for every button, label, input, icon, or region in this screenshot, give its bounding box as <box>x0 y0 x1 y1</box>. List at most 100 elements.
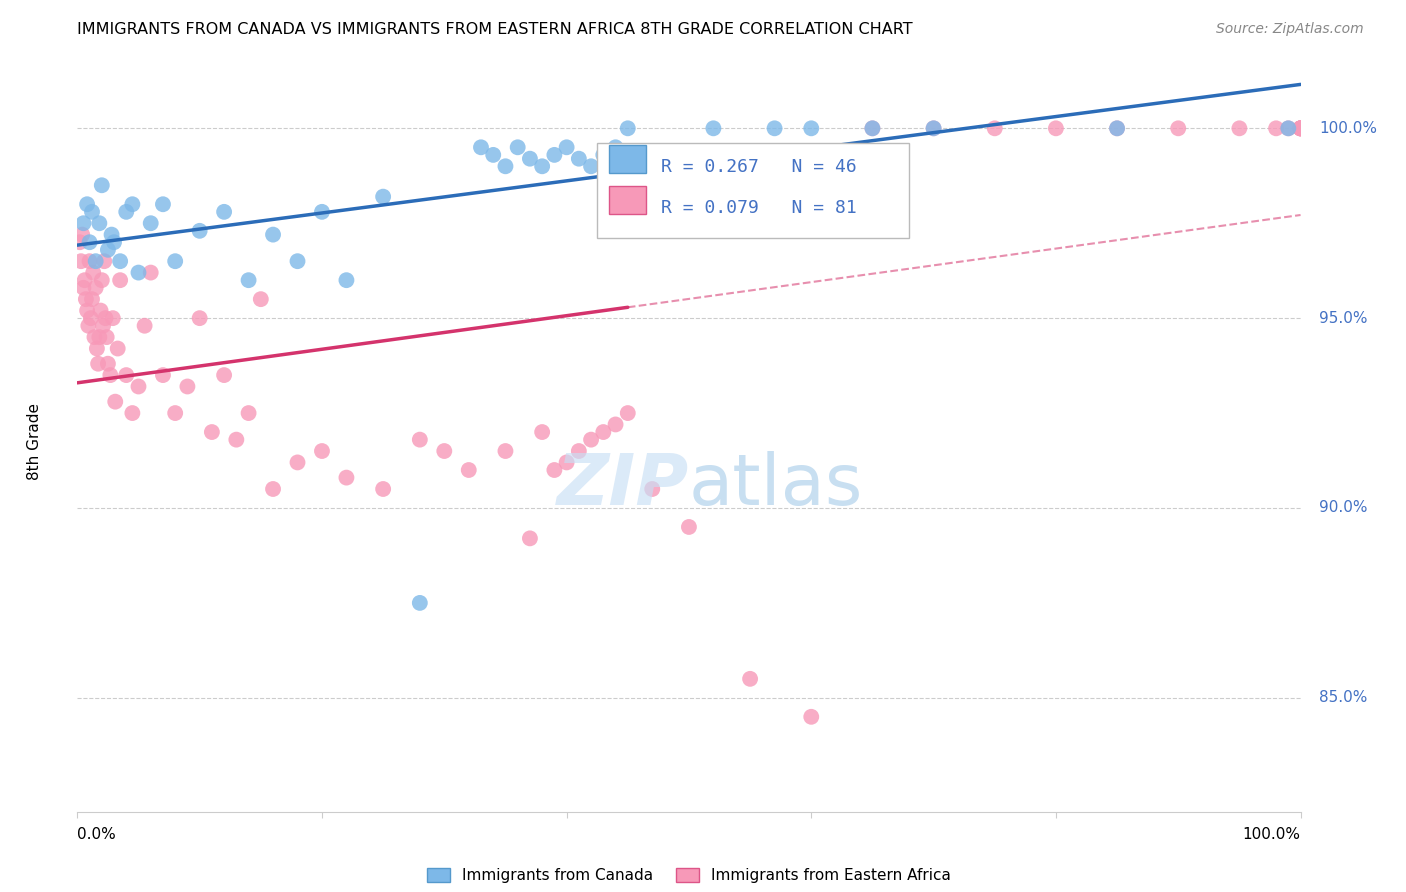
Point <box>152 197 174 211</box>
Point <box>127 379 149 393</box>
Point <box>165 406 187 420</box>
Point <box>115 204 138 219</box>
Text: 100.0%: 100.0% <box>1319 120 1376 136</box>
Point <box>139 266 162 280</box>
Point <box>104 394 127 409</box>
Point <box>152 368 174 383</box>
Point <box>335 273 357 287</box>
Text: atlas: atlas <box>689 451 863 520</box>
Point <box>605 417 627 432</box>
Point <box>84 254 107 268</box>
Point <box>922 121 945 136</box>
Point <box>89 216 111 230</box>
Point <box>592 425 614 439</box>
Point <box>79 235 101 250</box>
Point <box>103 235 125 250</box>
Point <box>100 227 122 242</box>
Point <box>127 266 149 280</box>
Point <box>409 596 432 610</box>
Point <box>1289 121 1312 136</box>
Bar <box>609 145 647 173</box>
Point <box>409 433 432 447</box>
Point <box>225 433 247 447</box>
Point <box>82 266 104 280</box>
Text: 100.0%: 100.0% <box>1243 827 1301 842</box>
Point <box>115 368 138 383</box>
Point <box>94 311 117 326</box>
Point <box>702 121 724 136</box>
Point <box>311 204 333 219</box>
Point <box>121 197 143 211</box>
Point <box>101 311 124 326</box>
Point <box>176 379 198 393</box>
Point <box>800 710 823 724</box>
Point <box>262 482 284 496</box>
Text: R = 0.267   N = 46: R = 0.267 N = 46 <box>661 158 856 176</box>
Point <box>641 482 664 496</box>
Point <box>763 121 786 136</box>
Point <box>188 224 211 238</box>
Point <box>84 281 107 295</box>
Point <box>121 406 143 420</box>
Point <box>1289 121 1312 136</box>
Point <box>97 357 120 371</box>
Point <box>1045 121 1067 136</box>
Text: 0.0%: 0.0% <box>77 827 117 842</box>
Point <box>984 121 1007 136</box>
Point <box>495 444 517 458</box>
Point <box>83 330 105 344</box>
Point <box>740 672 762 686</box>
Point <box>287 254 309 268</box>
Point <box>568 444 591 458</box>
Point <box>188 311 211 326</box>
Point <box>79 254 101 268</box>
Bar <box>609 186 647 214</box>
Point <box>605 140 627 154</box>
Point <box>1289 121 1312 136</box>
Point <box>555 140 578 154</box>
Point <box>238 406 260 420</box>
Point <box>678 520 700 534</box>
Point <box>72 216 94 230</box>
Point <box>922 121 945 136</box>
Point <box>139 216 162 230</box>
Point <box>75 292 97 306</box>
Point <box>107 342 129 356</box>
Point <box>543 463 565 477</box>
Point <box>555 455 578 469</box>
Point <box>165 254 187 268</box>
Point <box>80 292 103 306</box>
Point <box>134 318 156 333</box>
Point <box>1277 121 1299 136</box>
Point <box>69 235 91 250</box>
FancyBboxPatch shape <box>598 144 910 238</box>
Text: R = 0.079   N = 81: R = 0.079 N = 81 <box>661 200 856 218</box>
Point <box>1289 121 1312 136</box>
Point <box>77 318 100 333</box>
Point <box>250 292 273 306</box>
Point <box>862 121 884 136</box>
Point <box>579 159 602 173</box>
Point <box>87 357 110 371</box>
Point <box>506 140 529 154</box>
Text: 95.0%: 95.0% <box>1319 310 1368 326</box>
Point <box>70 227 93 242</box>
Text: 85.0%: 85.0% <box>1319 690 1367 706</box>
Legend: Immigrants from Canada, Immigrants from Eastern Africa: Immigrants from Canada, Immigrants from … <box>420 862 957 889</box>
Point <box>86 342 108 356</box>
Point <box>579 433 602 447</box>
Point <box>1229 121 1251 136</box>
Point <box>90 303 112 318</box>
Point <box>495 159 517 173</box>
Text: 90.0%: 90.0% <box>1319 500 1368 516</box>
Point <box>80 204 103 219</box>
Point <box>262 227 284 242</box>
Point <box>862 121 884 136</box>
Point <box>72 281 94 295</box>
Point <box>91 318 114 333</box>
Point <box>592 148 614 162</box>
Point <box>568 152 591 166</box>
Point <box>93 254 115 268</box>
Point <box>543 148 565 162</box>
Point <box>617 121 640 136</box>
